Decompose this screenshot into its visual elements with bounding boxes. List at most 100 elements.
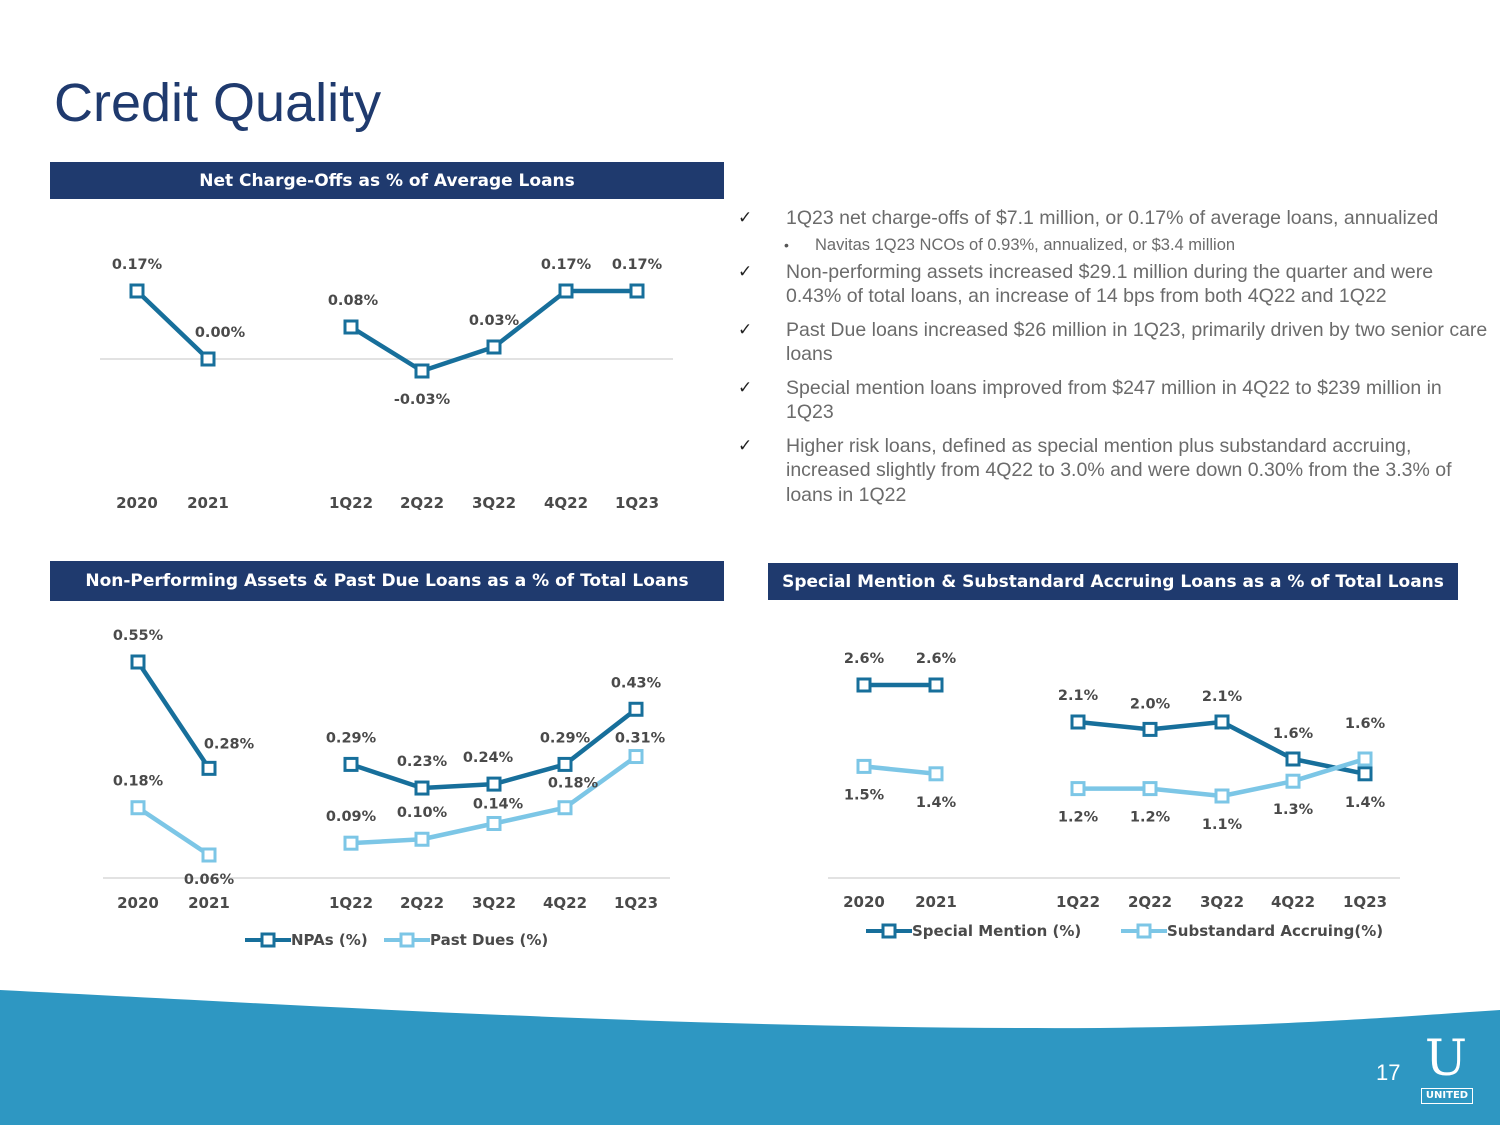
x-tick-label: 3Q22 <box>472 494 516 512</box>
nco-chart-header: Net Charge-Offs as % of Average Loans <box>50 162 724 199</box>
data-label: 0.29% <box>326 730 377 746</box>
data-point-marker <box>1142 781 1158 797</box>
check-icon: ✓ <box>738 435 753 456</box>
series-line <box>863 764 937 777</box>
x-tick-label: 3Q22 <box>1200 893 1244 911</box>
data-label: 0.09% <box>326 809 377 825</box>
check-icon: ✓ <box>738 261 753 282</box>
sm-chart-header: Special Mention & Substandard Accruing L… <box>768 563 1458 600</box>
data-label: 0.18% <box>548 776 599 792</box>
data-point-marker <box>486 815 502 831</box>
legend-label: Substandard Accruing(%) <box>1167 922 1383 940</box>
data-point-marker <box>1357 766 1373 782</box>
x-tick-label: 2020 <box>843 893 885 911</box>
data-label: 1.2% <box>1058 810 1099 826</box>
legend-marker <box>881 923 897 939</box>
data-point-marker <box>928 766 944 782</box>
key-point: ✓ Special mention loans improved from $24… <box>738 376 1442 424</box>
data-label: 0.31% <box>615 731 666 747</box>
data-label: 1.1% <box>1202 817 1243 833</box>
x-tick-label: 2021 <box>915 893 957 911</box>
data-point-marker <box>414 363 430 379</box>
data-label: 2.6% <box>916 651 957 667</box>
x-tick-label: 1Q22 <box>329 894 373 912</box>
x-tick-label: 2Q22 <box>1128 893 1172 911</box>
x-tick-label: 1Q23 <box>614 894 658 912</box>
data-point-marker <box>130 800 146 816</box>
check-icon: ✓ <box>738 377 753 398</box>
data-point-marker <box>343 756 359 772</box>
data-point-marker <box>557 756 573 772</box>
check-icon: ✓ <box>738 208 753 228</box>
x-tick-label: 1Q22 <box>329 494 373 512</box>
data-point-marker <box>1285 773 1301 789</box>
data-label: 0.24% <box>463 750 514 766</box>
key-point-sub: • Navitas 1Q23 NCOs of 0.93%, annualized,… <box>784 235 1236 254</box>
data-point-marker <box>558 283 574 299</box>
data-label: 1.3% <box>1273 802 1314 818</box>
data-point-marker <box>414 780 430 796</box>
data-point-marker <box>200 351 216 367</box>
legend-label: Special Mention (%) <box>912 922 1081 940</box>
data-label: 1.6% <box>1345 716 1386 732</box>
x-tick-label: 4Q22 <box>544 494 588 512</box>
data-point-marker <box>201 847 217 863</box>
x-tick-label: 2Q22 <box>400 494 444 512</box>
series-line <box>1077 719 1366 777</box>
data-point-marker <box>856 677 872 693</box>
data-label: 1.6% <box>1273 726 1314 742</box>
key-point: ✓ 1Q23 net charge-offs of $7.1 million, o… <box>738 207 1439 229</box>
data-label: 1.4% <box>916 795 957 811</box>
united-logo: U UNITED <box>1419 1029 1473 1104</box>
data-label: 0.28% <box>204 736 255 752</box>
data-point-marker <box>486 776 502 792</box>
data-label: -0.03% <box>394 392 451 408</box>
data-label: 2.0% <box>1130 696 1171 712</box>
bullet-dot-icon: • <box>784 236 789 253</box>
data-label: 0.23% <box>397 754 448 770</box>
data-label: 0.03% <box>469 313 520 329</box>
data-point-marker <box>414 831 430 847</box>
data-point-marker <box>1285 751 1301 767</box>
x-tick-label: 2021 <box>187 494 229 512</box>
data-point-marker <box>343 319 359 335</box>
data-label: 0.17% <box>612 257 663 273</box>
check-icon: ✓ <box>738 319 753 340</box>
data-label: 0.55% <box>113 628 164 644</box>
data-label: 0.43% <box>611 675 662 691</box>
data-label: 0.00% <box>195 325 246 341</box>
data-label: 0.18% <box>113 774 164 790</box>
data-point-marker <box>129 283 145 299</box>
data-label: 0.17% <box>112 257 163 273</box>
data-point-marker <box>1214 714 1230 730</box>
data-point-marker <box>1142 721 1158 737</box>
data-point-marker <box>1214 788 1230 804</box>
x-tick-label: 2Q22 <box>400 894 444 912</box>
legend-label: Past Dues (%) <box>430 931 548 949</box>
data-label: 0.08% <box>328 293 379 309</box>
data-label: 0.06% <box>184 872 235 888</box>
data-point-marker <box>1357 751 1373 767</box>
data-label: 2.6% <box>844 651 885 667</box>
key-point: ✓ Past Due loans increased $26 million in… <box>738 318 1488 366</box>
data-point-marker <box>130 654 146 670</box>
data-label: 1.2% <box>1130 810 1171 826</box>
x-tick-label: 4Q22 <box>1271 893 1315 911</box>
x-tick-label: 1Q23 <box>615 494 659 512</box>
legend-marker <box>399 932 415 948</box>
key-point: ✓ Non-performing assets increased $29.1 m… <box>738 260 1434 308</box>
data-point-marker <box>486 339 502 355</box>
page-number: 17 <box>1376 1060 1401 1085</box>
data-point-marker <box>856 758 872 774</box>
x-tick-label: 1Q22 <box>1056 893 1100 911</box>
data-label: 1.4% <box>1345 795 1386 811</box>
series-line <box>136 660 211 770</box>
x-tick-label: 2021 <box>188 894 230 912</box>
x-tick-label: 2020 <box>116 494 158 512</box>
series-line <box>135 289 210 361</box>
data-point-marker <box>201 760 217 776</box>
legend-marker <box>1136 923 1152 939</box>
